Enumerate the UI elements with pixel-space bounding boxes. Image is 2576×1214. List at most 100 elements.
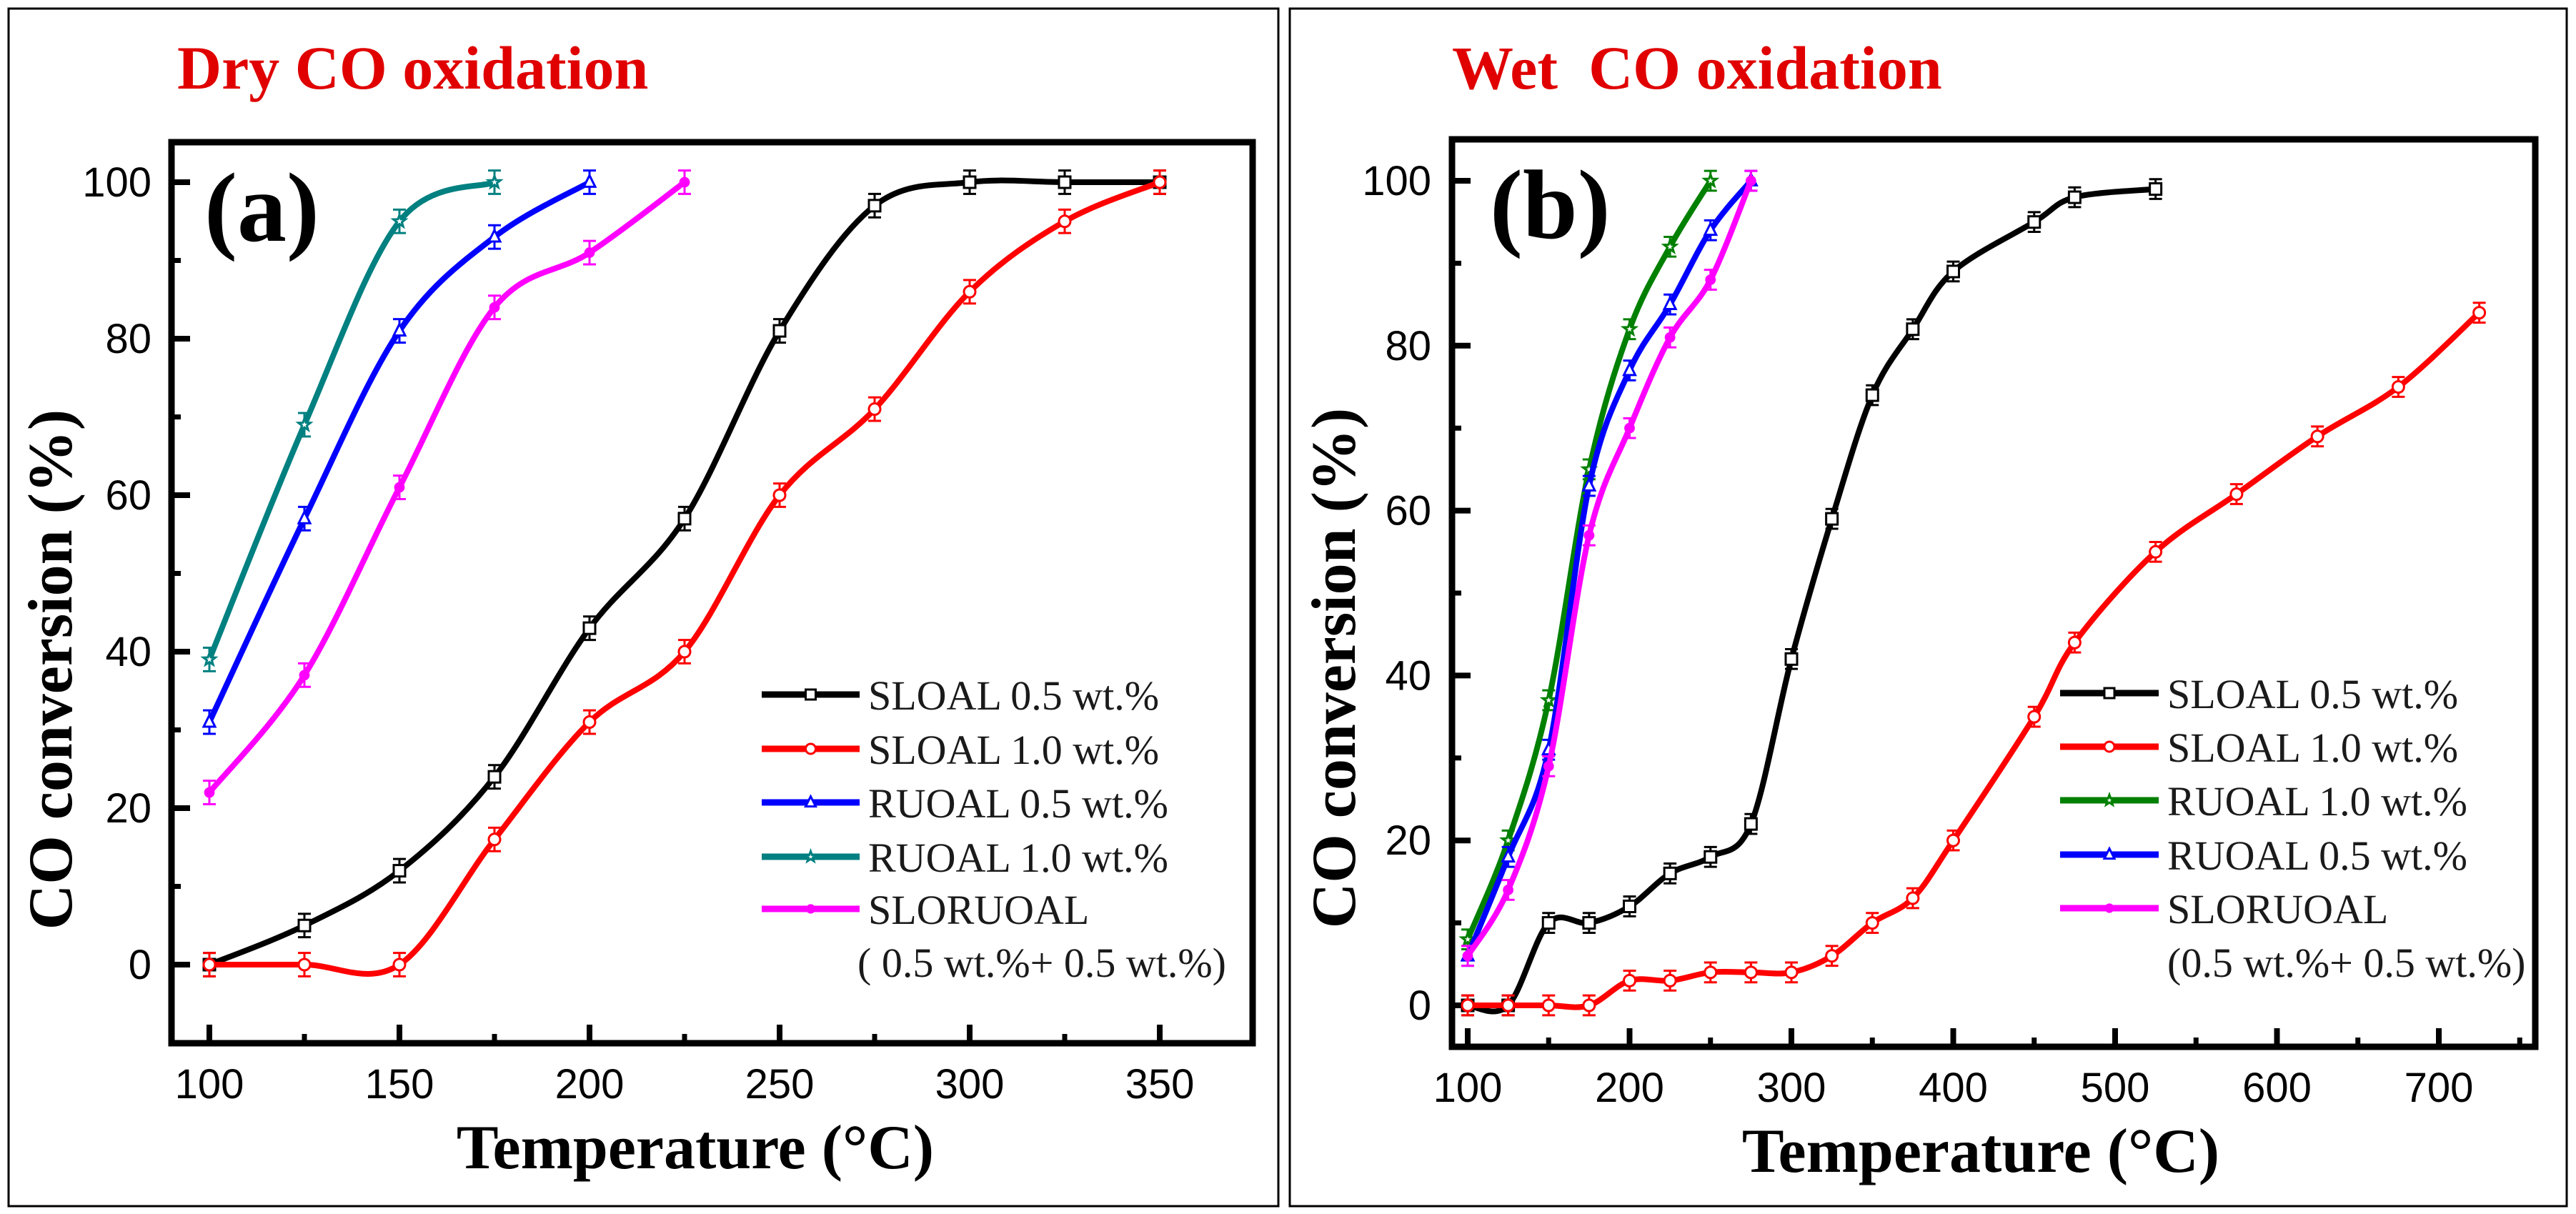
legend-label: SLORUOAL [2167, 886, 2388, 932]
panel-b-title: Wet CO oxidation [1452, 34, 1942, 102]
legend-item: SLOAL 1.0 wt.% [2060, 725, 2458, 771]
data-point [392, 322, 407, 337]
legend-item: SLOAL 0.5 wt.% [2060, 671, 2458, 717]
x-tick-label: 150 [365, 1061, 434, 1108]
data-point [2027, 710, 2042, 724]
data-point [1701, 171, 1720, 189]
x-tick-label: 200 [555, 1061, 625, 1108]
y-tick-label: 40 [105, 629, 151, 675]
data-point [677, 512, 692, 526]
data-point [677, 645, 692, 659]
data-point [1539, 690, 1558, 708]
x-tick-label: 300 [1757, 1065, 1826, 1111]
data-point [2391, 380, 2405, 394]
data-point [2027, 215, 2042, 229]
data-point [963, 175, 977, 189]
data-point [1582, 916, 1596, 930]
data-point [1745, 175, 1756, 186]
legend-item: SLOAL 0.5 wt.% [762, 672, 1159, 719]
data-point [2472, 306, 2487, 320]
legend-label: SLOAL 1.0 wt.% [868, 727, 1159, 773]
panel-b-plot: 0 20 40 60 80 100 100 200 300 400 500 600 700 SLOAL 0… [1362, 136, 2539, 1111]
data-point [1744, 965, 1758, 980]
data-point [1153, 175, 1167, 189]
data-point [295, 415, 314, 433]
series-line [1465, 178, 1754, 959]
data-point [392, 957, 407, 972]
data-point [297, 918, 312, 932]
legend-marker [805, 688, 817, 701]
data-point [1784, 652, 1799, 666]
series-sloal-1-0-wt- [202, 169, 1167, 977]
x-tick-label: 400 [1919, 1065, 1988, 1111]
data-point [584, 247, 595, 258]
panel-b-y-axis-title: CO conversion (%) [1300, 408, 1369, 928]
data-point [390, 212, 409, 229]
data-point [489, 302, 500, 313]
series-sloruoal [1461, 169, 1758, 967]
data-point [1624, 422, 1635, 434]
data-point [1501, 998, 1516, 1013]
y-tick-label: 60 [1385, 488, 1431, 534]
data-point [2149, 544, 2163, 559]
data-point [1825, 949, 1839, 963]
data-point [1906, 322, 1920, 337]
data-point [1623, 900, 1636, 914]
legend-label: SLOAL 0.5 wt.% [2167, 671, 2458, 717]
x-tick-label: 100 [1433, 1065, 1503, 1111]
plot-frame [168, 139, 1256, 1047]
data-point [582, 715, 597, 730]
series-ruoal-0-5-wt- [202, 169, 597, 735]
x-tick-label: 100 [175, 1061, 244, 1108]
panel-a-y-axis-title: CO conversion (%) [16, 409, 86, 930]
panel-a-title: Dry CO oxidation [177, 34, 648, 102]
data-point [297, 957, 312, 972]
data-point [1663, 973, 1677, 987]
data-point [299, 670, 310, 681]
series-sloruoal [203, 169, 691, 806]
y-tick-label: 80 [1385, 323, 1431, 369]
data-point [1946, 833, 1960, 847]
legend-marker [2104, 903, 2114, 913]
y-tick-label: 0 [129, 942, 151, 988]
data-point [867, 402, 882, 417]
series-sloal-1-0-wt- [1461, 302, 2487, 1017]
data-point [1541, 916, 1556, 930]
data-point [1663, 866, 1677, 880]
legend-marker [2101, 791, 2118, 807]
panel-a-x-axis-title: Temperature (°C) [457, 1113, 934, 1183]
data-point [204, 787, 215, 798]
panel-a-plot: 0 20 40 60 80 100 100 150 200 250 300 350 SLOAL 0.5 … [82, 139, 1256, 1108]
legend-sublabel: (0.5 wt.%+ 0.5 wt.%) [2167, 940, 2525, 986]
y-tick-label: 20 [105, 785, 151, 832]
legend-marker [802, 847, 820, 864]
data-point [2067, 635, 2082, 650]
data-point [1906, 891, 1920, 905]
data-point [1058, 175, 1072, 189]
data-point [1499, 830, 1518, 848]
data-point [202, 712, 217, 728]
legend-label: SLOAL 0.5 wt.% [868, 672, 1159, 719]
panel-a-frame [7, 7, 1280, 1208]
data-point [487, 227, 502, 243]
data-point [963, 284, 977, 299]
legend-marker [804, 794, 817, 808]
legend-sublabel: ( 0.5 wt.%+ 0.5 wt.%) [857, 940, 1226, 986]
x-tick-label: 250 [745, 1061, 815, 1108]
legend-item: SLORUOAL (0.5 wt.%+ 0.5 wt.%) [2060, 886, 2525, 986]
data-point [1462, 950, 1473, 962]
panel-b-frame [1288, 7, 2568, 1208]
series-line [207, 179, 592, 725]
panel-b-x-axis-title: Temperature (°C) [1742, 1117, 2219, 1186]
y-tick-label: 60 [105, 472, 151, 519]
data-point [1620, 319, 1639, 337]
series-ruoal-1-0-wt- [1458, 169, 1720, 951]
legend-item: RUOAL 0.5 wt.% [762, 780, 1168, 827]
data-point [772, 324, 787, 338]
data-point [1664, 332, 1676, 343]
data-point [2229, 487, 2244, 502]
data-point [1662, 295, 1678, 310]
